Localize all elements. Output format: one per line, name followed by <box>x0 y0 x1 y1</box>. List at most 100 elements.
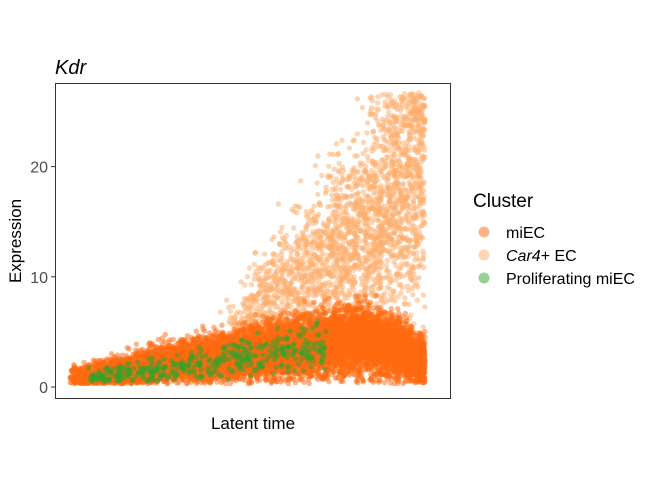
data-point-car4-ec <box>367 233 373 239</box>
data-point-car4-ec <box>313 284 319 290</box>
data-point-car4-ec <box>397 107 404 114</box>
data-point-car4-ec <box>410 291 416 298</box>
data-point-car4-ec <box>412 210 418 216</box>
data-point-car4-ec <box>336 194 342 201</box>
data-point-car4-ec <box>407 181 413 187</box>
data-point-car4-ec <box>346 230 352 236</box>
data-point-car4-ec <box>374 217 381 223</box>
data-point-miec <box>311 299 317 305</box>
data-point-car4-ec <box>398 261 405 267</box>
data-point-car4-ec <box>384 154 390 160</box>
data-point-car4-ec <box>295 295 301 302</box>
data-point-car4-ec <box>348 273 354 280</box>
data-point-car4-ec <box>385 193 391 199</box>
data-point-car4-ec <box>364 120 371 126</box>
data-point-car4-ec <box>244 274 251 280</box>
data-point-car4-ec <box>279 301 286 307</box>
data-point-car4-ec <box>238 279 244 285</box>
data-point-car4-ec <box>369 276 375 282</box>
data-point-car4-ec <box>378 295 384 302</box>
data-point-car4-ec <box>310 256 316 263</box>
data-point-car4-ec <box>410 199 417 205</box>
data-point-car4-ec <box>334 214 340 220</box>
data-point-car4-ec <box>377 284 384 290</box>
data-point-car4-ec <box>420 196 426 203</box>
data-point-car4-ec <box>327 151 333 157</box>
data-point-car4-ec <box>393 277 399 283</box>
data-point-car4-ec <box>376 252 382 258</box>
data-point-car4-ec <box>261 251 268 257</box>
data-point-car4-ec <box>380 275 386 281</box>
data-point-car4-ec <box>403 244 409 250</box>
data-point-car4-ec <box>404 262 411 268</box>
data-point-car4-ec <box>312 163 319 169</box>
data-point-car4-ec <box>405 103 411 110</box>
data-point-car4-ec <box>278 252 284 258</box>
data-point-car4-ec <box>269 236 275 243</box>
data-point-car4-ec <box>295 301 302 308</box>
data-point-car4-ec <box>391 190 398 196</box>
data-point-car4-ec <box>370 283 376 290</box>
data-point-car4-ec <box>351 223 358 229</box>
data-point-car4-ec <box>368 105 375 111</box>
data-point-car4-ec <box>352 153 358 159</box>
data-point-car4-ec <box>368 198 375 204</box>
data-point-car4-ec <box>340 167 347 174</box>
data-point-car4-ec <box>315 153 321 159</box>
data-point-car4-ec <box>371 185 377 191</box>
data-point-car4-ec <box>396 118 402 125</box>
data-point-car4-ec <box>375 107 382 113</box>
data-point-car4-ec <box>295 276 301 282</box>
data-point-car4-ec <box>377 232 383 238</box>
data-point-car4-ec <box>295 290 301 296</box>
data-point-car4-ec <box>409 278 416 284</box>
data-point-car4-ec <box>331 166 337 172</box>
data-point-car4-ec <box>262 262 269 268</box>
data-point-car4-ec <box>252 250 258 256</box>
data-point-car4-ec <box>378 127 384 133</box>
data-point-car4-ec <box>315 238 322 244</box>
data-point-car4-ec <box>396 222 403 228</box>
data-point-car4-ec <box>407 129 414 135</box>
data-point-car4-ec <box>397 191 403 197</box>
data-point-car4-ec <box>376 243 382 249</box>
data-point-miec <box>211 324 217 331</box>
data-point-car4-ec <box>363 215 369 221</box>
data-point-car4-ec <box>359 281 365 288</box>
data-point-car4-ec <box>395 294 401 300</box>
data-point-car4-ec <box>386 297 392 303</box>
data-point-car4-ec <box>383 160 389 166</box>
data-point-car4-ec <box>298 178 304 184</box>
data-point-car4-ec <box>242 282 248 288</box>
data-point-car4-ec <box>226 304 232 310</box>
data-point-car4-ec <box>275 276 281 282</box>
data-point-car4-ec <box>383 262 390 269</box>
data-point-car4-ec <box>403 167 410 174</box>
data-point-car4-ec <box>385 104 391 110</box>
data-point-car4-ec <box>340 256 346 262</box>
data-point-car4-ec <box>392 168 398 175</box>
data-point-car4-ec <box>357 238 363 244</box>
data-point-car4-ec <box>364 240 370 246</box>
data-point-car4-ec <box>406 208 412 214</box>
data-point-car4-ec <box>305 220 311 227</box>
data-point-car4-ec <box>268 283 274 290</box>
data-point-car4-ec <box>371 141 377 147</box>
data-point-car4-ec <box>388 130 395 136</box>
data-point-car4-ec <box>309 250 315 257</box>
data-point-car4-ec <box>238 310 244 316</box>
data-point-car4-ec <box>295 203 301 209</box>
data-point-car4-ec <box>387 242 394 248</box>
data-point-car4-ec <box>354 131 361 137</box>
data-point-car4-ec <box>340 219 346 226</box>
data-point-car4-ec <box>276 240 283 247</box>
data-point-car4-ec <box>354 96 361 102</box>
data-point-car4-ec <box>384 257 391 263</box>
data-point-car4-ec <box>393 133 399 139</box>
data-point-car4-ec <box>398 113 404 119</box>
data-point-car4-ec <box>382 213 388 219</box>
data-point-car4-ec <box>326 163 332 170</box>
data-point-car4-ec <box>420 251 427 258</box>
data-point-car4-ec <box>363 163 369 170</box>
data-point-car4-ec <box>294 233 300 240</box>
